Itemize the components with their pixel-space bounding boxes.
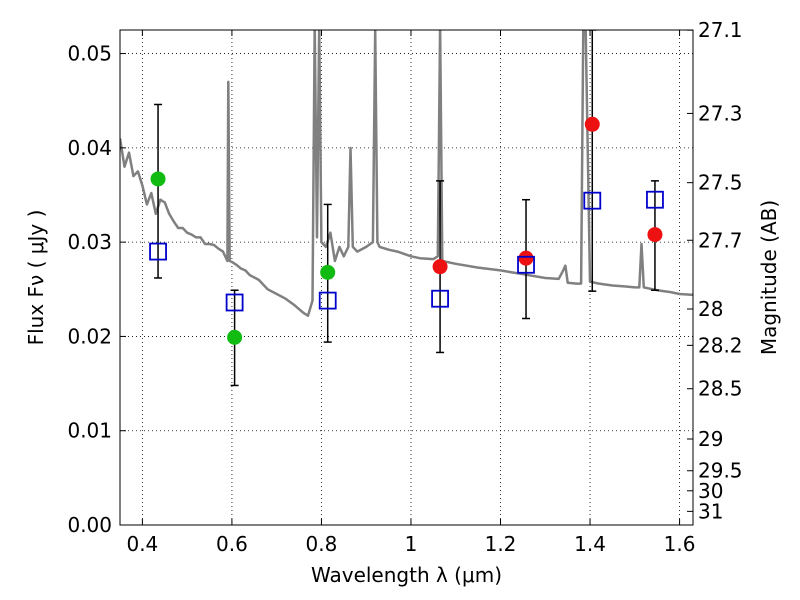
data-point-square bbox=[149, 242, 167, 261]
y-axis-label: Flux Fν ( μJy ) bbox=[24, 210, 48, 346]
y-tick-label: 0.05 bbox=[67, 42, 112, 66]
x-tick-label: 1.2 bbox=[485, 532, 517, 556]
data-point-square bbox=[318, 291, 337, 310]
y2-tick-label: 27.5 bbox=[698, 171, 743, 195]
y-tick-label: 0.04 bbox=[67, 136, 112, 160]
data-point-circle bbox=[432, 259, 448, 275]
y2-tick-label: 31 bbox=[698, 499, 723, 523]
y2-tick-label: 29 bbox=[698, 427, 723, 451]
data-point-circle bbox=[584, 116, 600, 132]
x-tick-label: 0.8 bbox=[306, 532, 338, 556]
y2-tick-label: 28.5 bbox=[698, 377, 743, 401]
y2-axis-label: Magnitude (AB) bbox=[757, 200, 781, 355]
y2-tick-label: 30 bbox=[698, 479, 723, 503]
data-point-square bbox=[517, 255, 535, 274]
data-point-square bbox=[431, 289, 449, 308]
data-point-circle bbox=[320, 264, 336, 280]
data-point-circle bbox=[647, 227, 663, 243]
y-tick-label: 0.03 bbox=[67, 230, 112, 254]
y-tick-label: 0.01 bbox=[67, 419, 112, 443]
y2-tick-label: 27.7 bbox=[698, 228, 743, 252]
x-axis-label: Wavelength λ (μm) bbox=[311, 563, 502, 587]
y-tick-label: 0.00 bbox=[67, 513, 112, 537]
y2-tick-label: 27.1 bbox=[698, 18, 743, 42]
model-spectrum-line bbox=[120, 30, 693, 317]
ticks: 0.4 0.6 0.8 1 1.2 1.4 1.6 0.00 0.01 0.02 0.03 0.04 0… bbox=[67, 18, 742, 556]
x-tick-label: 1.6 bbox=[664, 532, 696, 556]
y2-tick-label: 28 bbox=[698, 297, 723, 321]
x-tick-label: 1 bbox=[405, 532, 418, 556]
y2-tick-label: 27.3 bbox=[698, 101, 743, 125]
y-tick-label: 0.02 bbox=[67, 324, 112, 348]
data-point-circle bbox=[227, 329, 243, 345]
data-point-square bbox=[225, 293, 244, 312]
y2-tick-label: 29.5 bbox=[698, 459, 743, 483]
plot-area bbox=[120, 30, 693, 387]
x-tick-label: 0.6 bbox=[216, 532, 248, 556]
y2-tick-label: 28.2 bbox=[698, 333, 743, 357]
plot-frame bbox=[119, 29, 694, 526]
data-point-square bbox=[646, 190, 664, 209]
x-tick-label: 1.4 bbox=[574, 532, 606, 556]
data-point-square bbox=[583, 191, 602, 210]
data-point-circle bbox=[150, 171, 166, 187]
x-tick-label: 0.4 bbox=[126, 532, 158, 556]
data-point-circle bbox=[518, 250, 534, 266]
grid bbox=[120, 30, 693, 526]
